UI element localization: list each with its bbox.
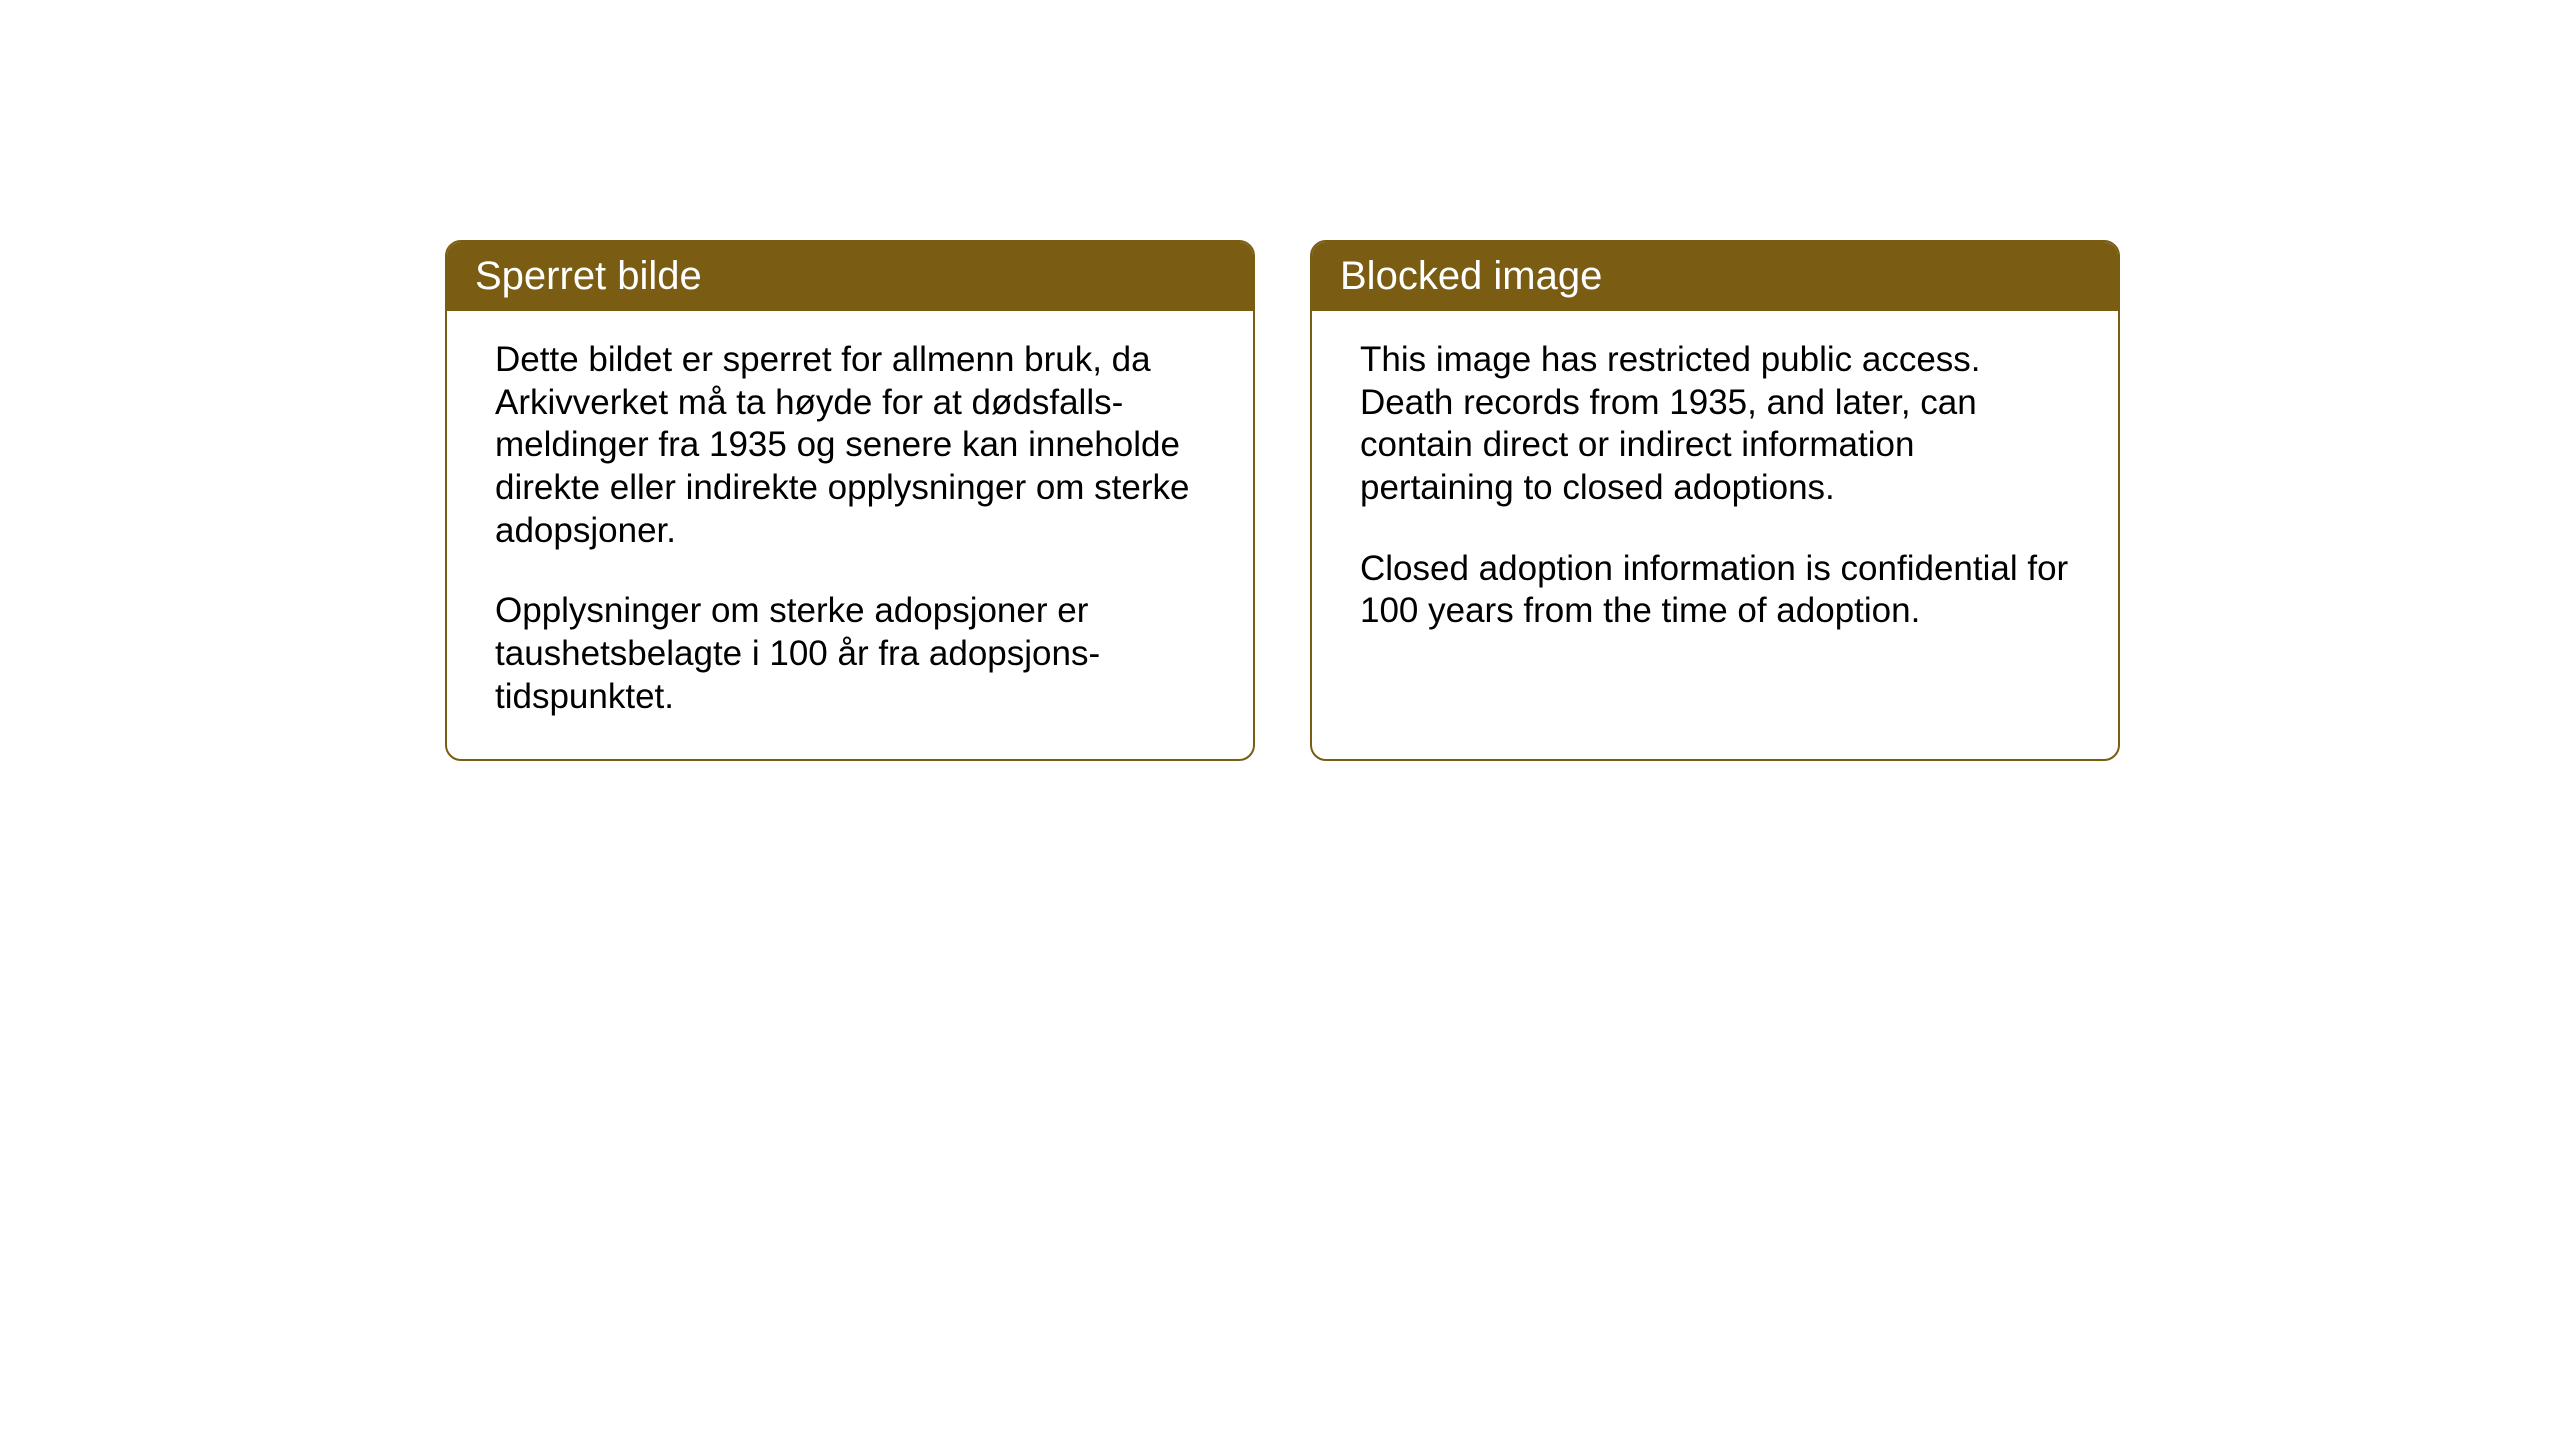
notice-paragraph-2-norwegian: Opplysninger om sterke adopsjoner er tau… <box>495 590 1205 718</box>
notice-card-english: Blocked image This image has restricted … <box>1310 240 2120 761</box>
notice-paragraph-1-english: This image has restricted public access.… <box>1360 339 2070 510</box>
notice-cards-container: Sperret bilde Dette bildet er sperret fo… <box>445 240 2120 761</box>
card-body-english: This image has restricted public access.… <box>1312 311 2118 741</box>
card-header-norwegian: Sperret bilde <box>447 242 1253 311</box>
notice-card-norwegian: Sperret bilde Dette bildet er sperret fo… <box>445 240 1255 761</box>
notice-paragraph-2-english: Closed adoption information is confident… <box>1360 548 2070 633</box>
card-body-norwegian: Dette bildet er sperret for allmenn bruk… <box>447 311 1253 759</box>
notice-paragraph-1-norwegian: Dette bildet er sperret for allmenn bruk… <box>495 339 1205 552</box>
card-header-english: Blocked image <box>1312 242 2118 311</box>
